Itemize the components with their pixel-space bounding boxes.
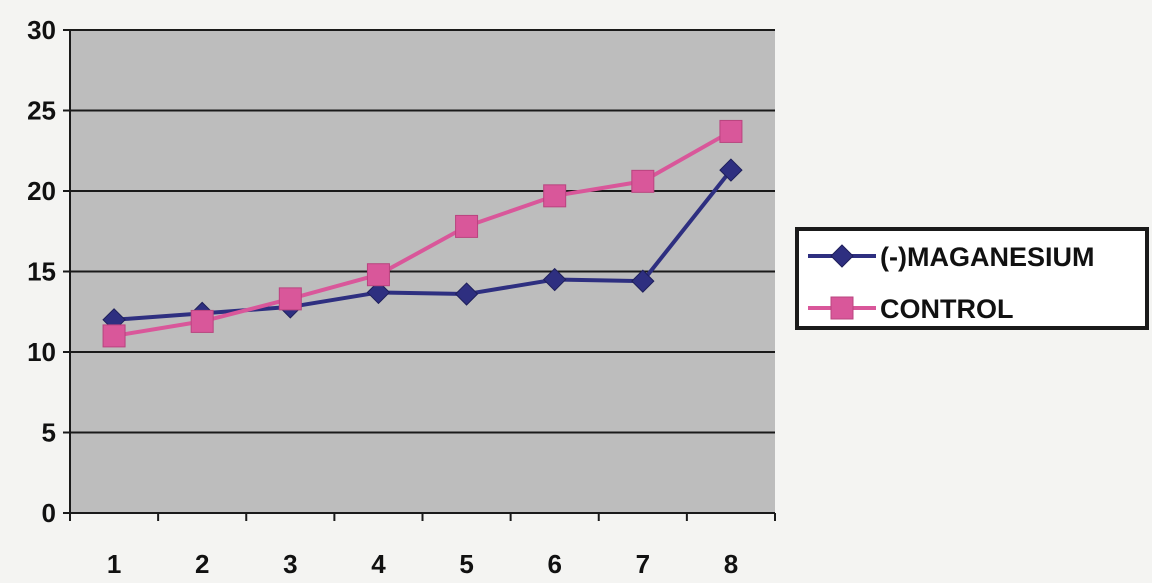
legend-marker xyxy=(830,296,854,320)
legend-marker xyxy=(830,244,854,268)
x-tick-label: 3 xyxy=(283,549,297,578)
series-control xyxy=(102,119,743,348)
data-point xyxy=(543,184,567,208)
gridlines xyxy=(70,29,775,434)
x-tick-label: 6 xyxy=(547,549,561,578)
legend: (-)MAGANESIUM CONTROL xyxy=(795,227,1149,330)
series-layer xyxy=(102,119,743,348)
axes xyxy=(63,29,776,521)
y-tick-label: 20 xyxy=(27,176,56,206)
y-axis-tick-labels: 0 5 10 15 20 25 30 xyxy=(27,15,56,528)
data-point xyxy=(631,269,655,293)
legend-label: (-)MAGANESIUM xyxy=(880,242,1094,272)
y-tick-label: 0 xyxy=(42,498,56,528)
data-point xyxy=(542,267,567,292)
x-tick-label: 7 xyxy=(636,549,650,578)
legend-item: CONTROL xyxy=(808,294,1013,324)
data-point xyxy=(190,309,214,333)
y-tick-label: 25 xyxy=(27,96,56,126)
data-point xyxy=(631,169,655,193)
data-point xyxy=(366,263,390,287)
series-line xyxy=(113,168,733,322)
legend-box xyxy=(795,227,1149,330)
x-tick-label: 8 xyxy=(724,549,738,578)
data-point xyxy=(455,214,479,238)
legend-label: CONTROL xyxy=(880,294,1013,324)
y-tick-label: 5 xyxy=(42,418,56,448)
y-tick-label: 15 xyxy=(27,257,56,287)
y-tick-label: 30 xyxy=(27,15,56,45)
legend-item: (-)MAGANESIUM xyxy=(808,242,1094,272)
x-tick-label: 2 xyxy=(195,549,209,578)
x-axis-tick-labels: 1 2 3 4 5 6 7 8 xyxy=(107,549,738,579)
data-point xyxy=(454,282,479,306)
data-point xyxy=(719,119,743,143)
x-tick-label: 4 xyxy=(371,549,386,578)
x-tick-label: 5 xyxy=(459,549,473,578)
y-tick-label: 10 xyxy=(27,337,56,367)
series-line xyxy=(113,129,732,338)
data-point xyxy=(366,280,391,305)
data-point xyxy=(102,324,126,348)
data-point xyxy=(278,287,302,311)
data-point xyxy=(719,158,743,182)
x-tick-label: 1 xyxy=(107,549,121,578)
